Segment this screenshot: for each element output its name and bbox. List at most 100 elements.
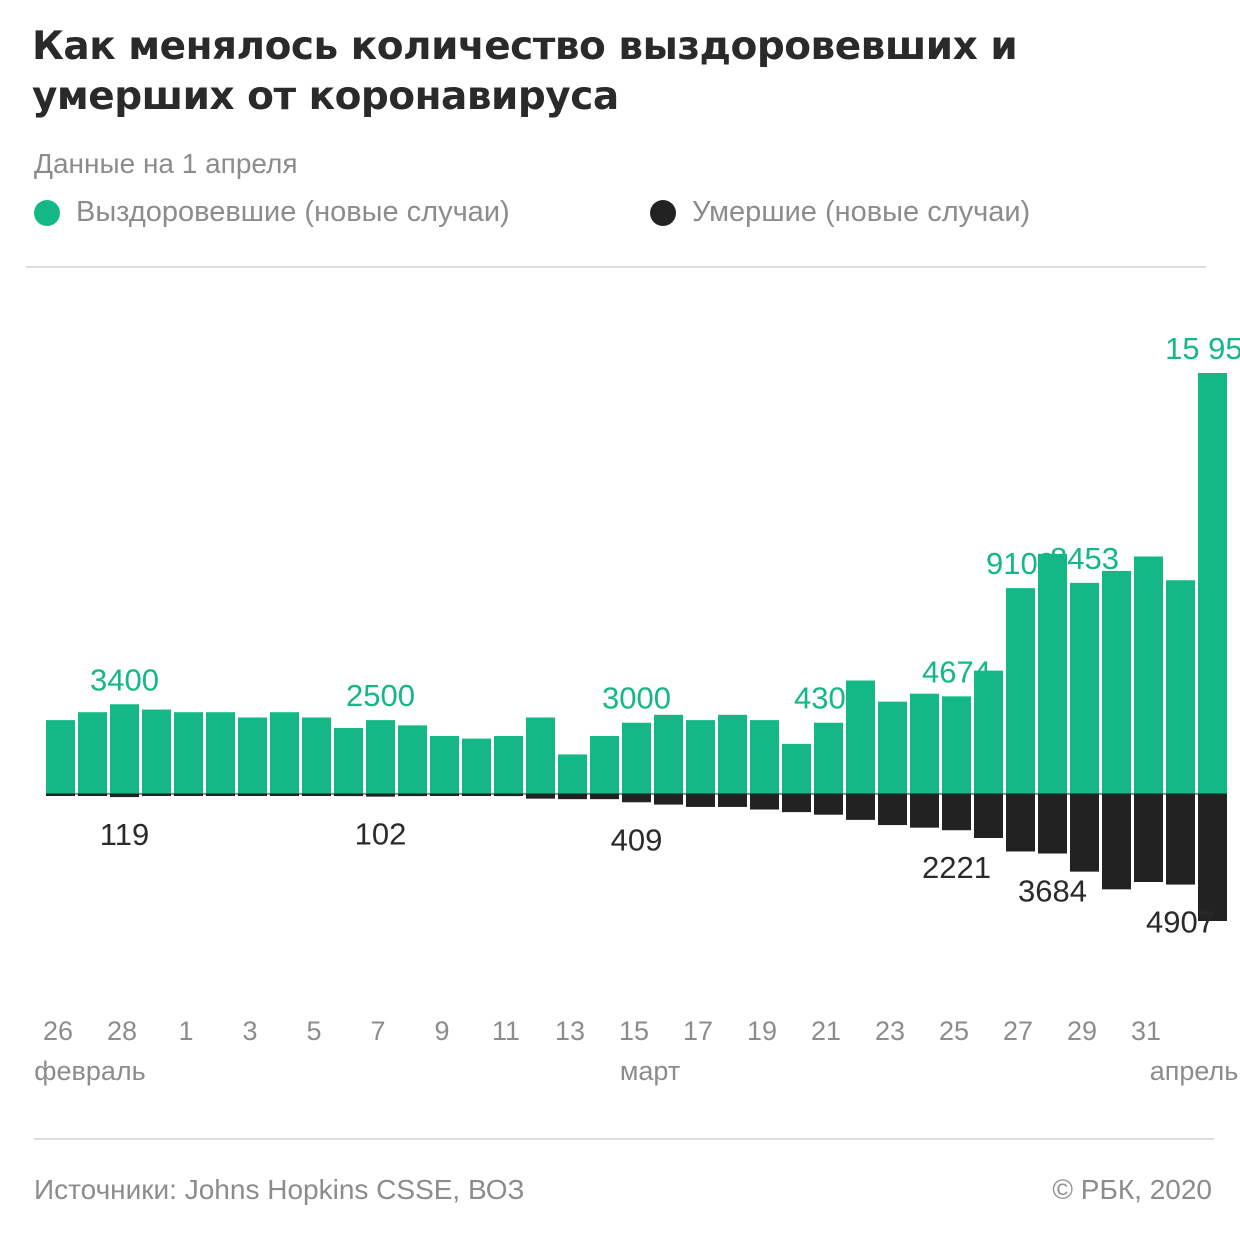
deaths-bar	[366, 794, 395, 797]
recovered-bar	[334, 728, 363, 794]
deaths-bar	[558, 794, 587, 800]
deaths-data-label: 3684	[1018, 874, 1087, 909]
x-tick-label: 27	[1003, 1016, 1033, 1046]
deaths-data-label: 102	[355, 817, 407, 852]
deaths-bar	[654, 794, 683, 805]
recovered-bar	[110, 704, 139, 794]
recovered-bar	[302, 717, 331, 794]
deaths-bar	[1006, 794, 1035, 852]
month-label: февраль	[34, 1056, 145, 1086]
recovered-bar	[142, 709, 171, 794]
x-tick-label: 29	[1067, 1016, 1097, 1046]
top-divider	[26, 266, 1206, 268]
legend-swatch-recovered	[34, 199, 60, 226]
recovered-bar	[206, 712, 235, 794]
x-tick-label: 26	[43, 1016, 73, 1046]
deaths-bar	[110, 794, 139, 798]
deaths-bar	[494, 794, 523, 797]
recovered-bar	[78, 712, 107, 794]
deaths-bar	[1102, 794, 1131, 890]
recovered-bar	[814, 722, 843, 794]
recovered-bar	[974, 670, 1003, 794]
recovered-bar	[1166, 580, 1195, 794]
recovered-bar	[1038, 553, 1067, 794]
deaths-bar	[302, 794, 331, 796]
recovered-bar	[750, 720, 779, 794]
deaths-bar	[846, 794, 875, 820]
x-tick-label: 13	[555, 1016, 585, 1046]
deaths-bar	[590, 794, 619, 800]
source-note: Источники: Johns Hopkins CSSE, ВОЗ	[34, 1174, 525, 1205]
deaths-bar	[430, 794, 459, 796]
recovered-bar	[526, 717, 555, 794]
deaths-bar	[974, 794, 1003, 838]
deaths-bar	[1070, 794, 1099, 872]
recovered-bar	[366, 720, 395, 794]
x-tick-label: 21	[811, 1016, 841, 1046]
recovered-data-label: 3400	[90, 662, 159, 697]
x-tick-label: 28	[107, 1016, 137, 1046]
recovered-bar	[622, 722, 651, 794]
month-label: март	[620, 1056, 680, 1086]
deaths-bar	[1134, 794, 1163, 882]
deaths-bar	[750, 794, 779, 810]
x-tick-label: 15	[619, 1016, 649, 1046]
x-tick-label: 9	[434, 1016, 449, 1046]
deaths-bar	[718, 794, 747, 807]
recovered-data-label: 8453	[1050, 541, 1119, 576]
recovered-data-label: 3000	[602, 681, 671, 716]
recovered-data-label: 4300	[794, 681, 863, 716]
recovered-bar	[910, 693, 939, 794]
legend-swatch-deaths	[650, 199, 676, 226]
recovered-bar	[238, 717, 267, 794]
recovered-bar	[1134, 556, 1163, 794]
deaths-bar	[1038, 794, 1067, 854]
deaths-bar	[910, 794, 939, 828]
deaths-data-label: 2221	[922, 850, 991, 885]
deaths-bar	[814, 794, 843, 815]
recovered-bar	[462, 738, 491, 794]
deaths-bar	[1198, 794, 1227, 921]
recovered-data-label: 4674	[922, 654, 991, 689]
month-label: апрель	[1150, 1056, 1239, 1086]
legend-item-recovered: Выздоровевшие (новые случаи)	[34, 196, 510, 229]
legend-label-recovered: Выздоровевшие (новые случаи)	[76, 196, 510, 228]
deaths-bar	[526, 794, 555, 799]
recovered-bar	[46, 720, 75, 794]
x-tick-label: 11	[492, 1016, 520, 1046]
recovered-bar	[1102, 570, 1131, 794]
recovered-bar	[654, 714, 683, 794]
recovered-bar	[558, 754, 587, 794]
x-tick-label: 31	[1131, 1016, 1161, 1046]
deaths-bar	[1166, 794, 1195, 885]
deaths-bar	[334, 794, 363, 797]
recovered-bar	[1006, 588, 1035, 794]
deaths-bar	[270, 794, 299, 796]
deaths-bar	[46, 794, 75, 796]
recovered-bar	[1070, 582, 1099, 794]
legend: Выздоровевшие (новые случаи) Умершие (но…	[34, 196, 1214, 236]
recovered-bar	[782, 743, 811, 794]
recovered-bar	[494, 735, 523, 794]
deaths-bar	[78, 794, 107, 796]
deaths-bar	[174, 794, 203, 796]
recovered-bar	[718, 714, 747, 794]
deaths-bar	[942, 794, 971, 831]
recovered-data-label: 9100	[986, 546, 1055, 581]
recovered-data-label: 2500	[346, 678, 415, 713]
recovered-bar	[270, 712, 299, 794]
recovered-bar	[942, 696, 971, 794]
deaths-bar	[142, 794, 171, 796]
deaths-bar	[398, 794, 427, 797]
recovered-bar	[174, 712, 203, 794]
copyright-note: © РБК, 2020	[1052, 1174, 1212, 1205]
chart-subtitle: Данные на 1 апреля	[34, 148, 298, 179]
legend-label-deaths: Умершие (новые случаи)	[692, 196, 1031, 228]
x-tick-label: 1	[178, 1016, 193, 1046]
deaths-bar	[782, 794, 811, 813]
bottom-divider	[34, 1138, 1214, 1140]
deaths-bar	[622, 794, 651, 803]
recovered-bar	[1198, 373, 1227, 794]
deaths-bar	[206, 794, 235, 796]
